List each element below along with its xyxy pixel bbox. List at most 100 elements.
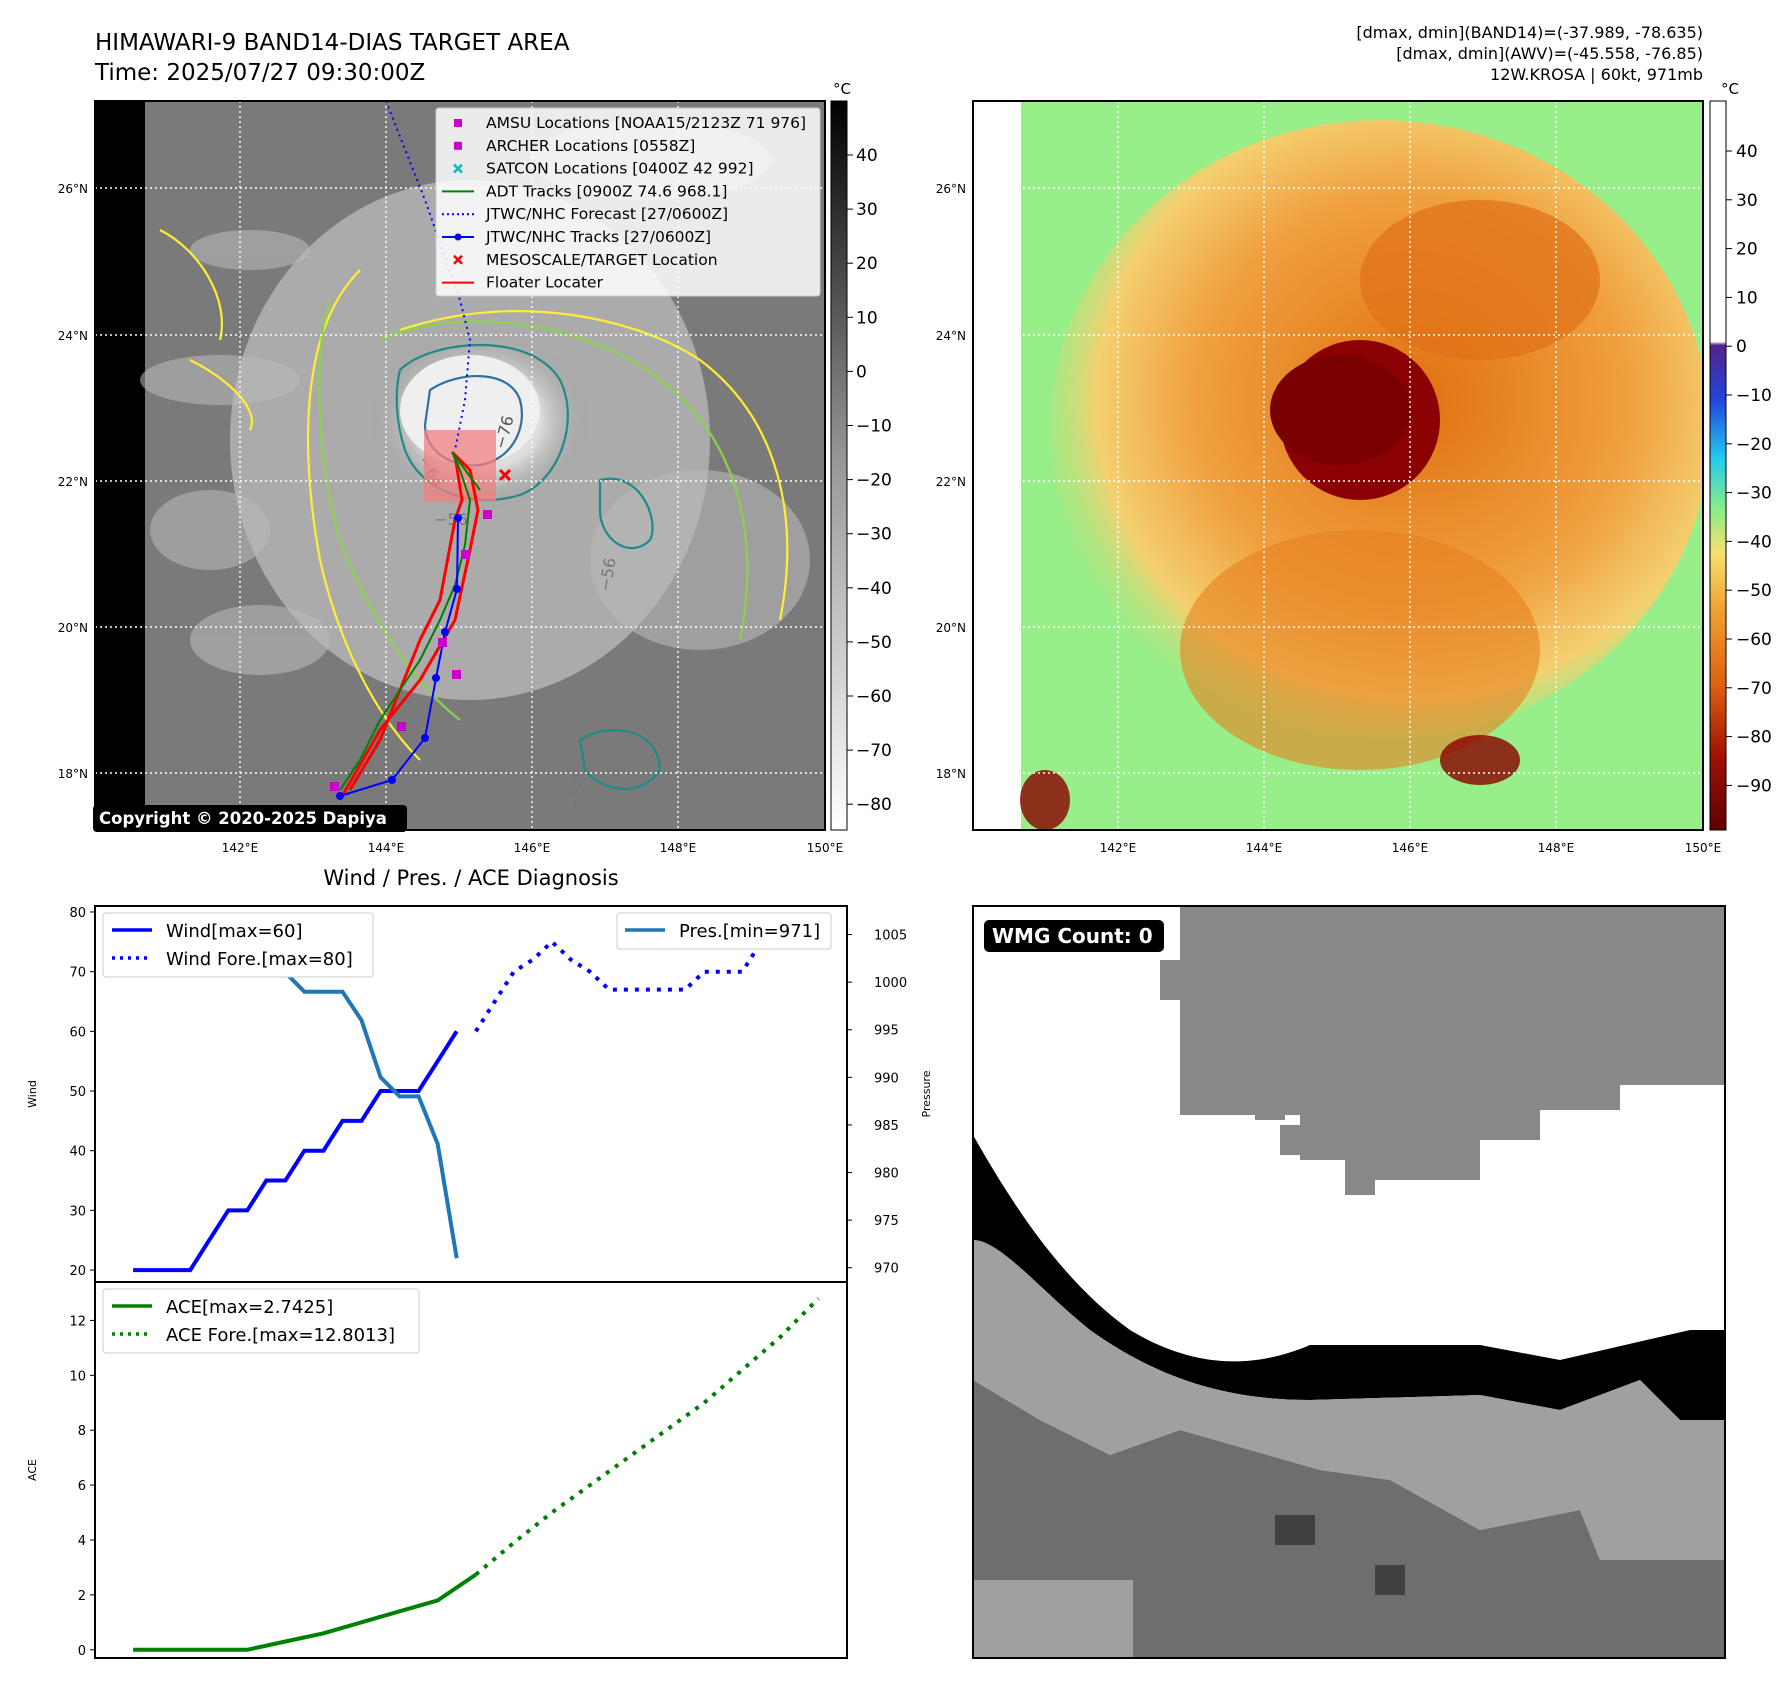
awv-lat-label-1: 24°N (936, 329, 966, 343)
ir-map-frame (94, 100, 826, 831)
track-legend: AMSU Locations [NOAA15/2123Z 71 976] ARCH… (435, 107, 821, 297)
ace-axis-label: ACE (26, 1459, 39, 1481)
cbl-tick-label-1: 30 (856, 200, 878, 220)
series-line-1 (474, 939, 763, 1033)
pres-tick-label-1: 975 (874, 1214, 899, 1229)
wind-tick-label-2: 40 (69, 1145, 86, 1160)
cbr-tick-label-3: 10 (1736, 288, 1758, 308)
legend-pressure: Pres.[min=971] (679, 921, 820, 942)
cbl-tick-label-2: 20 (856, 254, 878, 274)
legend-ace-forecast: ACE Fore.[max=12.8013] (166, 1325, 395, 1346)
cbr-tick-label-8: −40 (1736, 532, 1772, 552)
wmg-lightgray (973, 1240, 1725, 1560)
cbr-tick-label-5: −10 (1736, 386, 1772, 406)
ir-lat-label-4: 18°N (58, 767, 88, 781)
ace-series (133, 1297, 820, 1652)
cbr-tick-label-7: −30 (1736, 484, 1772, 504)
wmg-count-text: WMG Count: 0 (992, 924, 1153, 948)
pressure-axis-label: Pressure (920, 1070, 933, 1117)
wind-tick-label-3: 50 (69, 1085, 86, 1100)
pres-tick-label-4: 990 (874, 1071, 899, 1086)
colorbar-right (1709, 100, 1727, 831)
figure-time: Time: 2025/07/27 09:30:00Z (94, 60, 425, 86)
legend-symbol-1 (454, 141, 462, 150)
cbr-tick-label-4: 0 (1736, 337, 1747, 357)
copyright-box (93, 805, 407, 832)
cbr-tick-label-6: −20 (1736, 435, 1772, 455)
wmg-panel (973, 906, 1725, 1658)
ace-tick-label-3: 6 (78, 1479, 86, 1494)
legend-symbol-6 (453, 254, 463, 265)
pres-tick-label-3: 985 (874, 1119, 899, 1134)
cbl-tick-label-4: 0 (856, 362, 867, 382)
cbl-tick-label-3: 10 (856, 308, 878, 328)
ir-lat-label-0: 26°N (58, 182, 88, 196)
ace-ticks: 0 2 4 6 8 10 12 (69, 1314, 95, 1659)
awv-lat-label-3: 20°N (936, 621, 966, 635)
pres-tick-label-5: 995 (874, 1024, 899, 1039)
diagnosis-title: Wind / Pres. / ACE Diagnosis (323, 866, 618, 890)
cbl-tick-label-7: −30 (856, 525, 892, 545)
awv-lon-label-3: 148°E (1538, 841, 1575, 855)
legend-label-3: ADT Tracks [0900Z 74.6 968.1] (486, 182, 727, 200)
target-location-marker (498, 468, 512, 482)
legend-label-2: SATCON Locations [0400Z 42 992] (486, 160, 754, 178)
copyright-text: Copyright © 2020-2025 Dapiya (99, 809, 387, 828)
ace-series-line-0 (133, 1572, 477, 1652)
cbr-tick-label-11: −70 (1736, 679, 1772, 699)
awv-gridlines (973, 101, 1703, 830)
legend-label-6: MESOSCALE/TARGET Location (486, 251, 718, 269)
pressure-legend: Pres.[min=971] (616, 912, 832, 950)
cbr-tick-label-12: −80 (1736, 728, 1772, 748)
ace-tick-label-5: 10 (69, 1369, 86, 1384)
cbr-tick-label-9: −50 (1736, 581, 1772, 601)
cbl-tick-label-5: −10 (856, 417, 892, 437)
legend-symbol-0 (454, 119, 462, 127)
pressure-ticks: 970 975 980 985 990 995 1000 1005 (847, 929, 907, 1277)
cbl-tick-label-10: −60 (856, 687, 892, 707)
cbr-tick-label-13: −90 (1736, 776, 1772, 796)
ace-tick-label-1: 2 (78, 1589, 86, 1604)
colorbar-left-ticks: 40 30 20 10 0 −10 −20 −30 −40 −50 −60 −70 −80 (847, 146, 892, 815)
wind-tick-label-1: 30 (69, 1204, 86, 1219)
amsu-archer-points (330, 510, 492, 791)
pres-tick-label-6: 1000 (874, 976, 907, 991)
contour-label-56a: −56 (434, 510, 468, 529)
ir-lon-label-2: 146°E (514, 841, 551, 855)
ace-series-line-1 (474, 1297, 820, 1577)
cbl-tick-label-11: −70 (856, 741, 892, 761)
wmg-panel-frame (972, 905, 1726, 1659)
pres-tick-label-7: 1005 (874, 929, 907, 944)
pres-tick-label-2: 980 (874, 1167, 899, 1182)
ace-tick-label-6: 12 (69, 1314, 86, 1329)
wind-axis-label: Wind (26, 1080, 39, 1108)
wind-tick-label-5: 70 (69, 966, 86, 981)
ace-tick-label-4: 8 (78, 1424, 86, 1439)
pres-tick-label-0: 970 (874, 1262, 899, 1277)
info-line-1: [dmax, dmin](BAND14)=(-37.989, -78.635) (1356, 23, 1703, 42)
cbl-tick-label-8: −40 (856, 579, 892, 599)
cbr-tick-label-2: 20 (1736, 240, 1758, 260)
ace-panel-frame (94, 1281, 848, 1659)
legend-wind-forecast: Wind Fore.[max=80] (166, 949, 353, 970)
awv-lon-label-2: 146°E (1392, 841, 1429, 855)
wmg-black-band (973, 1135, 1725, 1420)
cbr-tick-label-0: 40 (1736, 142, 1758, 162)
cbl-tick-label-0: 40 (856, 146, 878, 166)
info-line-3: 12W.KROSA | 60kt, 971mb (1490, 65, 1703, 84)
colorbar-left (830, 100, 848, 831)
wmg-darkgray (973, 1380, 1725, 1658)
cbr-tick-label-10: −60 (1736, 630, 1772, 650)
wind-legend: Wind[max=60] Wind Fore.[max=80] (102, 912, 374, 978)
ace-legend: ACE[max=2.7425] ACE Fore.[max=12.8013] (102, 1288, 420, 1354)
adt-track (339, 451, 481, 791)
colorbar-left-unit: °C (833, 80, 851, 98)
legend-label-1: ARCHER Locations [0558Z] (486, 137, 695, 155)
wmg-count-box (984, 920, 1164, 952)
ir-lon-label-4: 150°E (807, 841, 844, 855)
ir-lat-label-2: 22°N (58, 475, 88, 489)
legend-wind: Wind[max=60] (166, 921, 303, 942)
cbl-tick-label-6: −20 (856, 471, 892, 491)
ir-lat-label-3: 20°N (58, 621, 88, 635)
